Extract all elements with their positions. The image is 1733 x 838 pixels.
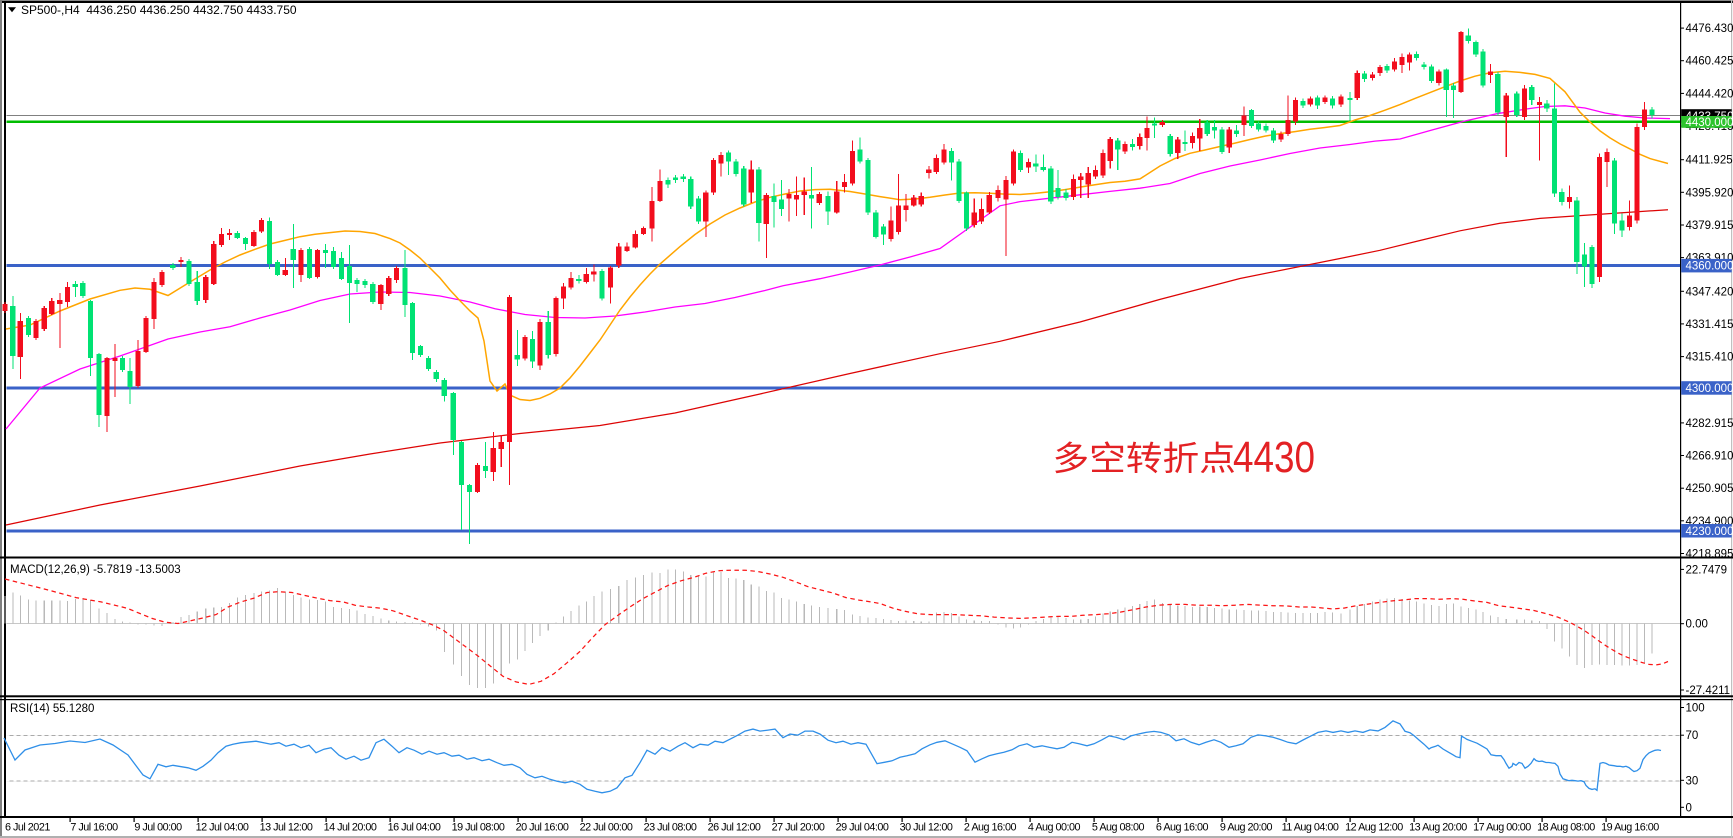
svg-text:12 Jul 04:00: 12 Jul 04:00 — [196, 822, 249, 834]
svg-text:100: 100 — [1686, 703, 1705, 715]
svg-text:13 Jul 12:00: 13 Jul 12:00 — [260, 822, 313, 834]
svg-text:19 Aug 16:00: 19 Aug 16:00 — [1601, 822, 1659, 834]
svg-text:4444.420: 4444.420 — [1686, 88, 1733, 100]
svg-text:5 Aug 08:00: 5 Aug 08:00 — [1092, 822, 1145, 834]
svg-text:23 Jul 08:00: 23 Jul 08:00 — [644, 822, 697, 834]
svg-text:2 Aug 16:00: 2 Aug 16:00 — [964, 822, 1017, 834]
svg-text:17 Aug 00:00: 17 Aug 00:00 — [1473, 822, 1531, 834]
svg-text:22.7479: 22.7479 — [1686, 564, 1728, 576]
svg-text:30: 30 — [1686, 775, 1699, 787]
svg-text:4266.910: 4266.910 — [1686, 451, 1733, 463]
svg-text:4315.410: 4315.410 — [1686, 352, 1733, 364]
svg-text:70: 70 — [1686, 730, 1699, 742]
svg-text:SP500-,H4 4436.250 4436.250 4: SP500-,H4 4436.250 4436.250 4432.750 443… — [21, 3, 297, 17]
svg-text:-27.4211: -27.4211 — [1686, 685, 1731, 697]
svg-text:0.00: 0.00 — [1686, 619, 1708, 631]
svg-text:4476.430: 4476.430 — [1686, 23, 1733, 35]
svg-text:7 Jul 16:00: 7 Jul 16:00 — [70, 822, 118, 834]
svg-text:27 Jul 20:00: 27 Jul 20:00 — [772, 822, 825, 834]
svg-text:4430: 4430 — [1233, 433, 1315, 482]
svg-text:20 Jul 16:00: 20 Jul 16:00 — [516, 822, 569, 834]
svg-text:4460.425: 4460.425 — [1686, 56, 1733, 68]
svg-text:4331.415: 4331.415 — [1686, 319, 1733, 331]
svg-text:22 Jul 00:00: 22 Jul 00:00 — [580, 822, 633, 834]
svg-text:18 Aug 08:00: 18 Aug 08:00 — [1537, 822, 1595, 834]
svg-text:4395.920: 4395.920 — [1686, 187, 1733, 199]
svg-text:26 Jul 12:00: 26 Jul 12:00 — [708, 822, 761, 834]
svg-text:4300.000: 4300.000 — [1686, 383, 1733, 395]
svg-text:19 Jul 08:00: 19 Jul 08:00 — [452, 822, 505, 834]
svg-text:9 Aug 20:00: 9 Aug 20:00 — [1220, 822, 1273, 834]
svg-text:6 Jul 2021: 6 Jul 2021 — [5, 822, 50, 834]
svg-text:4411.925: 4411.925 — [1686, 155, 1733, 167]
svg-text:RSI(14) 55.1280: RSI(14) 55.1280 — [10, 703, 94, 715]
svg-text:MACD(12,26,9) -5.7819 -13.5003: MACD(12,26,9) -5.7819 -13.5003 — [10, 564, 181, 576]
svg-text:4430.000: 4430.000 — [1686, 117, 1733, 129]
svg-text:4218.895: 4218.895 — [1686, 549, 1733, 561]
svg-text:4360.000: 4360.000 — [1686, 261, 1733, 273]
svg-text:11 Aug 04:00: 11 Aug 04:00 — [1282, 822, 1339, 834]
svg-text:4 Aug 00:00: 4 Aug 00:00 — [1028, 822, 1081, 834]
svg-text:6 Aug 16:00: 6 Aug 16:00 — [1156, 822, 1209, 834]
svg-text:4282.915: 4282.915 — [1686, 418, 1733, 430]
svg-text:4250.905: 4250.905 — [1686, 483, 1733, 495]
svg-text:0: 0 — [1686, 802, 1692, 814]
svg-text:4230.000: 4230.000 — [1686, 526, 1733, 538]
svg-text:30 Jul 12:00: 30 Jul 12:00 — [900, 822, 953, 834]
svg-text:16 Jul 04:00: 16 Jul 04:00 — [388, 822, 441, 834]
svg-text:4379.915: 4379.915 — [1686, 220, 1733, 232]
svg-text:14 Jul 20:00: 14 Jul 20:00 — [324, 822, 377, 834]
svg-text:13 Aug 20:00: 13 Aug 20:00 — [1409, 822, 1467, 834]
svg-text:12 Aug 12:00: 12 Aug 12:00 — [1345, 822, 1403, 834]
svg-text:4347.420: 4347.420 — [1686, 286, 1733, 298]
svg-text:9 Jul 00:00: 9 Jul 00:00 — [134, 822, 182, 834]
svg-text:29 Jul 04:00: 29 Jul 04:00 — [836, 822, 889, 834]
